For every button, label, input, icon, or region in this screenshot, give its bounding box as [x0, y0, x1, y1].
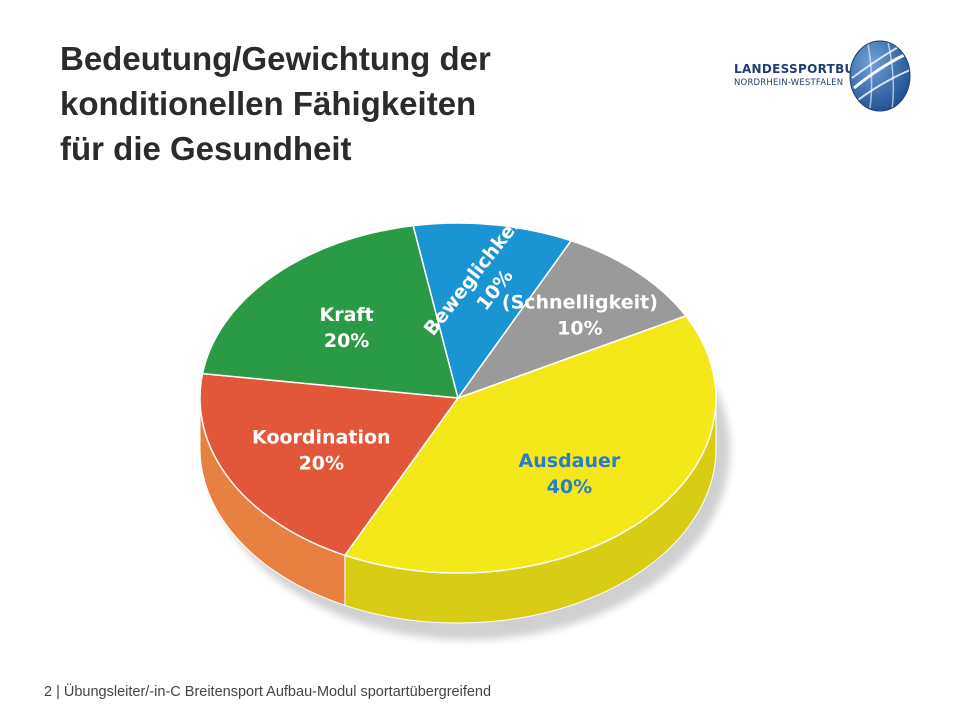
lsb-globe-icon [849, 40, 911, 112]
pie-tops [199, 222, 717, 574]
pie-slice-koordination [199, 372, 460, 557]
slice-name-label: Kraft [319, 304, 373, 326]
slice-name-label: Koordination [252, 426, 391, 448]
logo-line-1: LANDESSPORTBUND [734, 62, 876, 76]
pie-label-kraft: Kraft 20% [319, 304, 373, 352]
slice-value-label: 20% [299, 452, 344, 474]
slice-name-label: Ausdauer [519, 450, 621, 472]
slice-name-label: (Schnelligkeit) [502, 291, 658, 313]
pie-slice-ausdauer [343, 314, 717, 574]
pie-label-schnelligkeit: (Schnelligkeit) 10% [502, 291, 658, 339]
slice-value-label: 10% [557, 317, 602, 339]
slice-value-label: 40% [547, 476, 592, 498]
pie-label-ausdauer: Ausdauer 40% [519, 450, 621, 498]
logo-text: LANDESSPORTBUND NORDRHEIN-WESTFALEN [734, 62, 875, 90]
slice-value-label: 20% [324, 330, 369, 352]
title-line-3: für die Gesundheit [60, 130, 352, 167]
pie-slice-kraft [201, 224, 459, 399]
pie-label-koordination: Koordination 20% [252, 426, 391, 474]
pie-slice-beweglichkeit [412, 222, 573, 400]
pie-chart: Ausdauer40%Koordination20%Kraft20%Bewegl… [199, 208, 730, 640]
pie-slice-schnelligkeit [455, 239, 688, 400]
slide-title: Bedeutung/Gewichtung der konditionellen … [60, 36, 620, 171]
slide-footer: 2 | Übungsleiter/-in-C Breitensport Aufb… [44, 684, 492, 700]
logo-line-2: NORDRHEIN-WESTFALEN [734, 78, 844, 88]
title-line-1: Bedeutung/Gewichtung der [60, 40, 491, 77]
title-line-2: konditionellen Fähigkeiten [60, 85, 477, 122]
lsb-logo: LANDESSPORTBUND NORDRHEIN-WESTFALEN [722, 38, 912, 116]
